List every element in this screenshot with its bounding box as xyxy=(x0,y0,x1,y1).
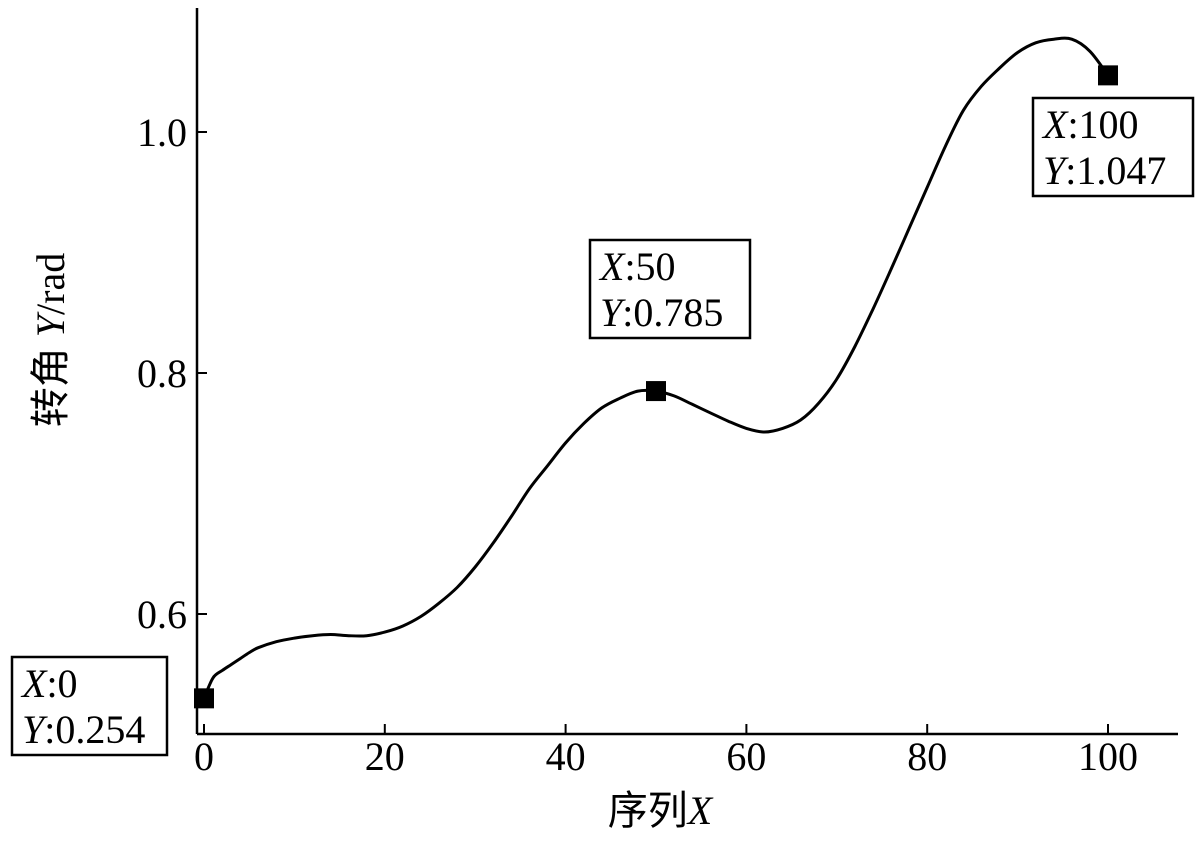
data-tip-y-line: Y:0.254 xyxy=(22,707,145,752)
data-tip-x-var: X xyxy=(20,661,48,706)
y-tick-label: 0.6 xyxy=(137,592,187,637)
data-tip-x-value: :100 xyxy=(1067,102,1138,147)
y-axis-title-prefix: 转角 xyxy=(28,337,73,427)
y-tick-label: 1.0 xyxy=(137,110,187,155)
data-tip-y-var: Y xyxy=(1043,148,1069,193)
data-tip-annotation: X:0Y:0.254 xyxy=(10,655,169,757)
data-tip-box xyxy=(10,655,169,757)
x-axis-title: 序列X xyxy=(608,788,714,833)
series-layer xyxy=(202,36,1110,699)
x-tick-label: 100 xyxy=(1078,734,1138,779)
data-tip-box xyxy=(588,238,752,340)
data-tip-x-value: :0 xyxy=(46,661,77,706)
series-line xyxy=(202,36,1110,699)
y-axis-title-unit: /rad xyxy=(28,253,73,315)
data-marker-square xyxy=(194,688,214,709)
data-marker-square xyxy=(646,381,666,402)
data-tip-x-var: X xyxy=(598,244,626,289)
data-tip-box xyxy=(1031,96,1195,198)
data-tip-x-line: X:100 xyxy=(1041,102,1139,147)
data-tip-y-line: Y:0.785 xyxy=(600,290,723,335)
data-tip-x-line: X:50 xyxy=(598,244,676,289)
data-tip-y-value: :0.785 xyxy=(622,290,723,335)
data-tip-y-value: :0.254 xyxy=(44,707,145,752)
x-axis-title-prefix: 序列 xyxy=(608,788,688,833)
y-axis-title-var: Y xyxy=(28,311,73,337)
data-tip-annotation: X:50Y:0.785 xyxy=(588,238,752,340)
axes: 0 20 40 60 80 100 0.6 0.8 1.0 xyxy=(137,8,1178,779)
data-marker-square xyxy=(1098,65,1118,86)
data-tip-y-line: Y:1.047 xyxy=(1043,148,1166,193)
data-tip-x-var: X xyxy=(1041,102,1069,147)
x-axis-title-var: X xyxy=(686,788,714,833)
x-tick-label: 20 xyxy=(365,734,405,779)
x-tick-label: 80 xyxy=(907,734,947,779)
y-tick-label: 0.8 xyxy=(137,351,187,396)
label-layer: 序列X 转角 Y/rad xyxy=(28,253,714,833)
x-tick-label: 40 xyxy=(546,734,586,779)
data-tip-x-value: :50 xyxy=(624,244,675,289)
data-tip-y-value: :1.047 xyxy=(1065,148,1166,193)
data-tip-y-var: Y xyxy=(600,290,626,335)
data-tip-x-line: X:0 xyxy=(20,661,78,706)
x-tick-label: 60 xyxy=(726,734,766,779)
data-tip-y-var: Y xyxy=(22,707,48,752)
x-tick-label: 0 xyxy=(194,734,214,779)
y-axis-title: 转角 Y/rad xyxy=(28,253,73,427)
